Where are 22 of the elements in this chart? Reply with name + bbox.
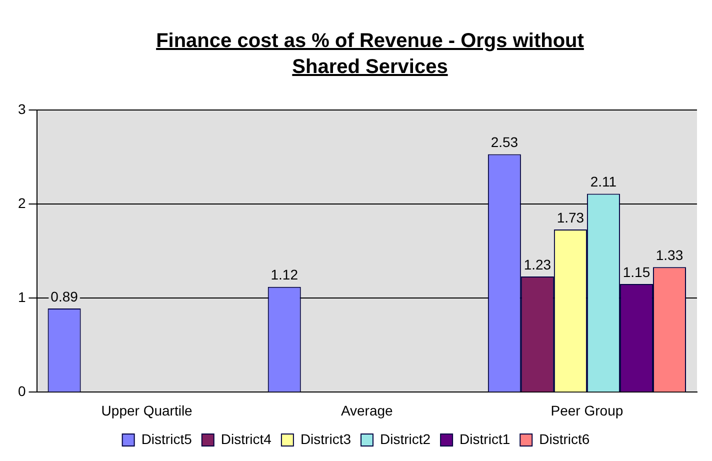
y-tick-label: 2 <box>18 194 26 211</box>
data-label: 1.23 <box>524 256 552 272</box>
data-label: 1.15 <box>622 264 650 280</box>
y-tick-label: 3 <box>18 100 26 117</box>
chart-title: Finance cost as % of Revenue - Orgs without Shared Services <box>155 29 585 80</box>
legend-label: District4 <box>220 430 272 447</box>
legend-label: District3 <box>300 430 352 447</box>
legend-label: District5 <box>141 430 192 447</box>
x-tick-label: Average <box>340 402 394 418</box>
x-tick-label: Peer Group <box>550 402 624 418</box>
legend-label: District1 <box>460 430 510 447</box>
y-tick-label: 0 <box>18 383 26 400</box>
legend-label: District2 <box>380 430 431 447</box>
data-label: 2.11 <box>590 174 617 190</box>
data-label: 1.73 <box>556 209 584 226</box>
data-label: 2.53 <box>490 134 518 150</box>
y-tick-label: 1 <box>18 288 26 305</box>
x-tick-label: Upper Quartile <box>101 402 193 418</box>
data-label: 0.89 <box>50 288 78 304</box>
data-label: 1.12 <box>270 266 298 283</box>
legend-label: District6 <box>539 430 590 447</box>
data-label: 1.33 <box>656 246 684 263</box>
